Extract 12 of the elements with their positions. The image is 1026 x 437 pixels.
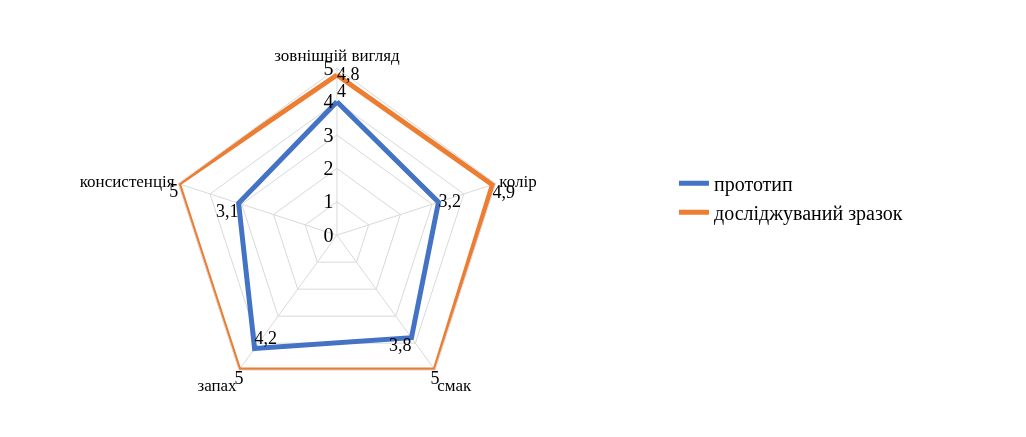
legend-label: досліджуваний зразок bbox=[713, 201, 903, 225]
legend-label: прототип bbox=[713, 172, 794, 196]
data-label: 3,1 bbox=[216, 200, 239, 221]
data-label: 3,2 bbox=[438, 190, 461, 211]
y-tick-label: 4 bbox=[323, 90, 334, 113]
data-label: 4,8 bbox=[336, 63, 360, 84]
y-tick-label: 1 bbox=[323, 190, 334, 213]
y-tick-label: 0 bbox=[323, 223, 334, 246]
data-label: 3,8 bbox=[388, 335, 412, 356]
data-label: 4,2 bbox=[254, 328, 278, 349]
y-tick-label: 2 bbox=[323, 156, 334, 179]
y-tick-label: 3 bbox=[323, 123, 334, 146]
